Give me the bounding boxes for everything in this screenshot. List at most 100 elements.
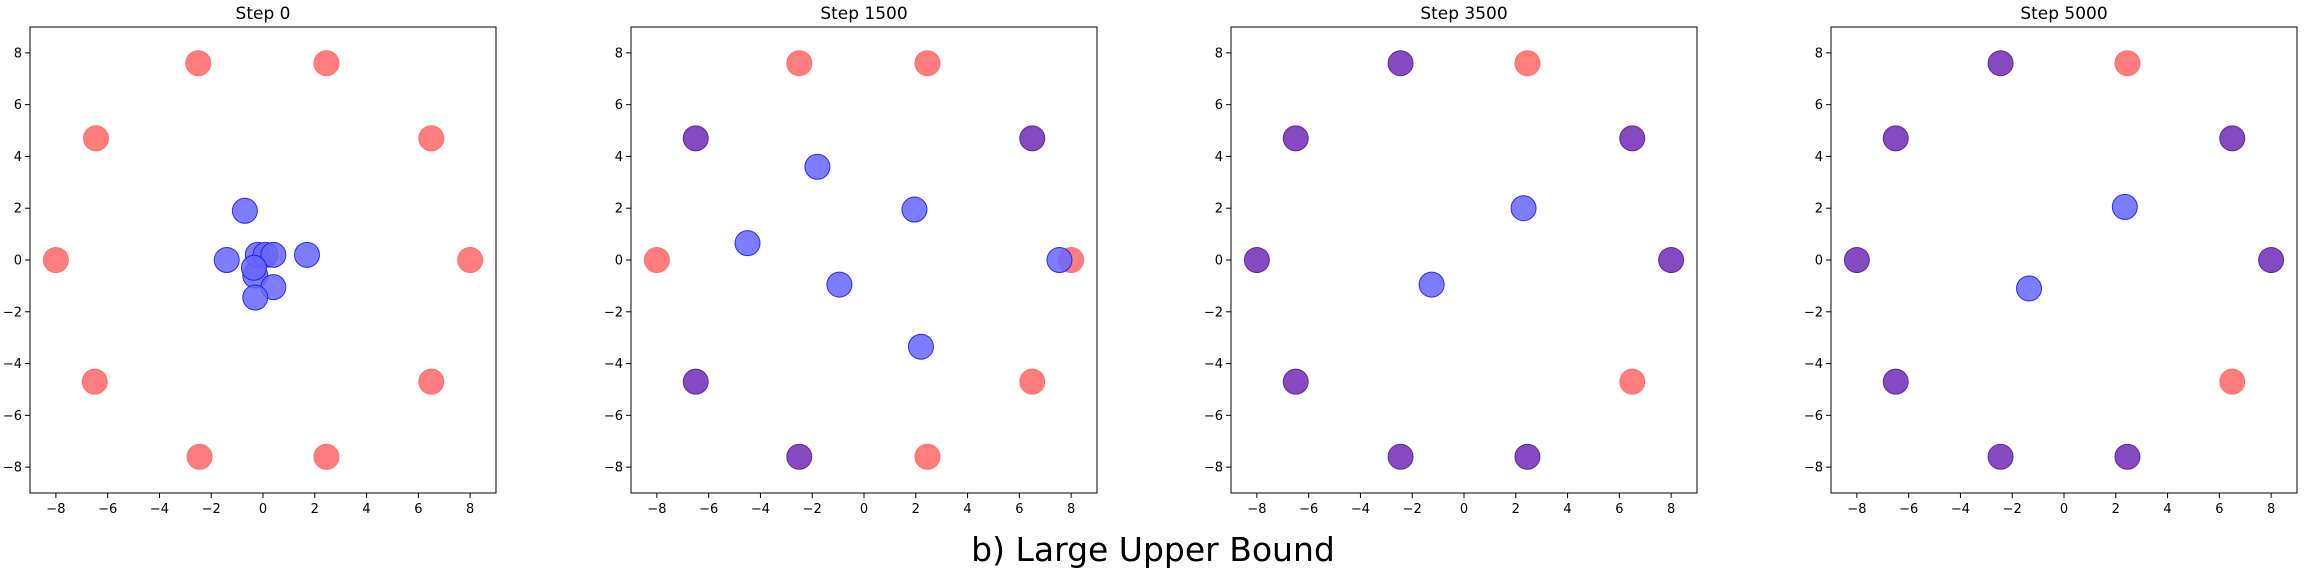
target-point	[2219, 368, 2246, 395]
target-point	[418, 368, 445, 395]
y-tick-label: −6	[604, 409, 623, 424]
chart-panel-3: Step 3500 −8 −6 −4 −2 0 2 4 6 8 −8 −6 −4 −2 0 2 4 6 8	[1204, 4, 1698, 517]
x-tick-label: 0	[1460, 502, 1468, 517]
x-tick-label: 6	[1615, 502, 1623, 517]
x-tick-label: 0	[2060, 502, 2068, 517]
agent-point	[804, 153, 831, 180]
covered-point	[1282, 368, 1309, 395]
plot-frame	[1230, 26, 1698, 494]
x-tick-label: 6	[414, 502, 422, 517]
y-tick-label: 2	[1815, 202, 1823, 217]
y-tick-label: 2	[1215, 202, 1223, 217]
target-point	[457, 247, 484, 273]
y-tick-label: 4	[1215, 150, 1223, 165]
y-tick-label: 4	[1815, 150, 1823, 165]
target-point	[313, 443, 340, 470]
target-point	[1514, 50, 1541, 77]
x-tick-label: −8	[1247, 502, 1266, 517]
x-tick-label: 2	[311, 502, 319, 517]
target-point	[313, 50, 340, 77]
x-tick-label: 2	[2112, 502, 2120, 517]
covered-point	[1882, 368, 1909, 395]
y-tick-label: −6	[1204, 409, 1223, 424]
y-tick-label: −4	[1804, 357, 1823, 372]
y-tick-label: 2	[615, 202, 623, 217]
y-tick-label: 6	[14, 98, 22, 113]
x-tick-label: 4	[1563, 502, 1571, 517]
target-point	[186, 443, 213, 470]
plot-frame	[1830, 26, 2298, 494]
y-tick-label: −2	[3, 305, 22, 320]
covered-point	[2258, 247, 2285, 273]
target-point	[914, 50, 941, 77]
chart-title: Step 3500	[1420, 4, 1507, 24]
x-tick-label: −4	[150, 502, 169, 517]
covered-point	[1019, 125, 1046, 152]
x-tick-label: 0	[259, 502, 267, 517]
covered-point	[682, 368, 709, 395]
covered-point	[1987, 443, 2014, 470]
y-tick-label: 6	[1815, 98, 1823, 113]
agent-point	[1046, 247, 1073, 273]
agent-point	[2016, 275, 2043, 302]
x-tick-label: −2	[202, 502, 221, 517]
x-tick-label: 6	[2215, 502, 2223, 517]
covered-point	[682, 125, 709, 152]
covered-point	[1282, 125, 1309, 152]
covered-point	[1387, 443, 1414, 470]
agent-point	[213, 247, 240, 273]
y-tick-label: −8	[1804, 461, 1823, 476]
target-point	[914, 443, 941, 470]
x-tick-label: −6	[1899, 502, 1918, 517]
x-tick-label: −6	[98, 502, 117, 517]
y-tick-label: 0	[1215, 254, 1223, 269]
x-tick-label: 2	[912, 502, 920, 517]
y-tick-label: −2	[1804, 305, 1823, 320]
x-tick-label: −6	[1299, 502, 1318, 517]
y-tick-label: −2	[1204, 305, 1223, 320]
x-tick-label: −4	[1951, 502, 1970, 517]
y-tick-label: 4	[615, 150, 623, 165]
covered-point	[2219, 125, 2246, 152]
covered-point	[1882, 125, 1909, 152]
x-tick-label: 8	[1667, 502, 1675, 517]
agent-point	[294, 241, 321, 268]
x-tick-label: −8	[647, 502, 666, 517]
x-tick-label: 4	[2163, 502, 2171, 517]
x-tick-label: −2	[2003, 502, 2022, 517]
target-point	[185, 50, 212, 77]
x-tick-label: 6	[1015, 502, 1023, 517]
covered-point	[1987, 50, 2014, 77]
covered-point	[1514, 443, 1541, 470]
y-tick-label: 4	[14, 150, 22, 165]
agent-point	[2111, 193, 2138, 220]
chart-title: Step 5000	[2020, 4, 2107, 24]
x-tick-label: −6	[699, 502, 718, 517]
figure-caption: b) Large Upper Bound	[971, 530, 1335, 569]
agent-point	[734, 230, 761, 257]
y-tick-label: 8	[1215, 46, 1223, 61]
agent-point	[826, 271, 853, 298]
x-tick-label: 4	[362, 502, 370, 517]
covered-point	[1619, 125, 1646, 152]
y-tick-label: −2	[604, 305, 623, 320]
target-point	[2114, 50, 2141, 77]
covered-point	[1843, 247, 1870, 273]
x-tick-label: 2	[1512, 502, 1520, 517]
y-tick-label: −4	[604, 357, 623, 372]
y-tick-label: 6	[1215, 98, 1223, 113]
target-point	[1019, 368, 1046, 395]
target-point	[1619, 368, 1646, 395]
y-tick-label: −8	[3, 461, 22, 476]
x-tick-label: 8	[2267, 502, 2275, 517]
target-point	[418, 125, 445, 152]
covered-point	[1658, 247, 1685, 273]
agent-point	[907, 333, 934, 360]
agent-point	[901, 196, 928, 223]
agent-point	[242, 284, 269, 311]
y-tick-label: −4	[3, 357, 22, 372]
chart-panel-4: Step 5000 −8 −6 −4 −2 0 2 4 6 8 −8 −6 −4 −2 0 2 4 6 8	[1804, 4, 2298, 517]
x-tick-label: −8	[46, 502, 65, 517]
y-tick-label: −6	[1804, 409, 1823, 424]
chart-title: Step 0	[236, 4, 291, 24]
